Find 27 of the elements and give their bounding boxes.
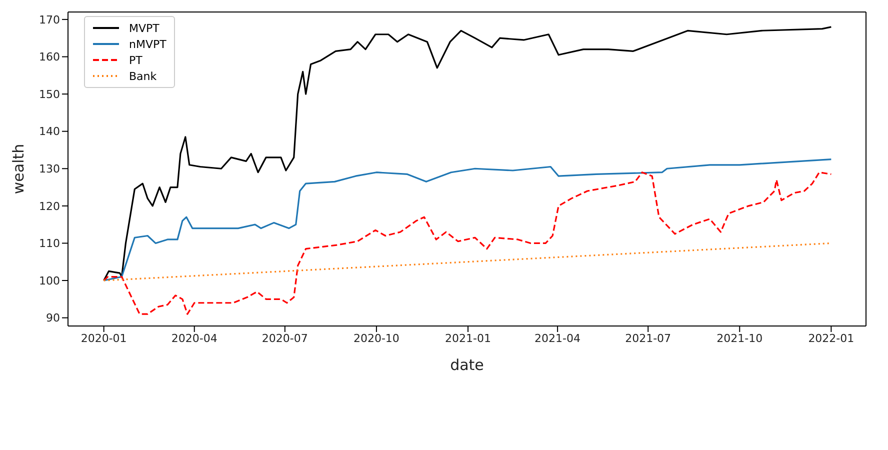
y-tick-label: 130 bbox=[39, 162, 60, 176]
y-tick-label: 140 bbox=[39, 125, 60, 138]
y-axis-title: wealth bbox=[9, 144, 28, 194]
x-axis-title: date bbox=[450, 356, 484, 374]
line-series bbox=[103, 172, 832, 315]
y-tick-label: 120 bbox=[39, 200, 60, 213]
legend-label: nMVPT bbox=[129, 38, 166, 50]
x-tick-label: 2021-04 bbox=[534, 332, 581, 345]
x-tick-label: 2021-01 bbox=[445, 332, 491, 345]
x-tick-label: 2021-07 bbox=[625, 332, 672, 345]
legend-label: Bank bbox=[129, 70, 157, 82]
y-tick-label: 160 bbox=[39, 50, 60, 64]
x-tick-label: 2020-01 bbox=[80, 332, 127, 345]
y-tick-label: 110 bbox=[39, 237, 60, 250]
legend-label: PT bbox=[129, 54, 142, 66]
y-tick-label: 170 bbox=[39, 13, 60, 26]
y-tick-label: 100 bbox=[39, 274, 60, 288]
x-tick-label: 2020-07 bbox=[262, 332, 308, 345]
x-tick-label: 2020-10 bbox=[353, 332, 400, 345]
line-series bbox=[103, 158, 832, 282]
legend-label: MVPT bbox=[129, 22, 160, 34]
y-tick-label: 90 bbox=[46, 312, 60, 325]
x-tick-label: 2022-01 bbox=[808, 332, 854, 345]
y-tick-label: 150 bbox=[39, 88, 60, 101]
x-tick-label: 2020-04 bbox=[171, 332, 218, 345]
x-tick-label: 2021-10 bbox=[716, 332, 763, 345]
line-series bbox=[103, 26, 832, 282]
